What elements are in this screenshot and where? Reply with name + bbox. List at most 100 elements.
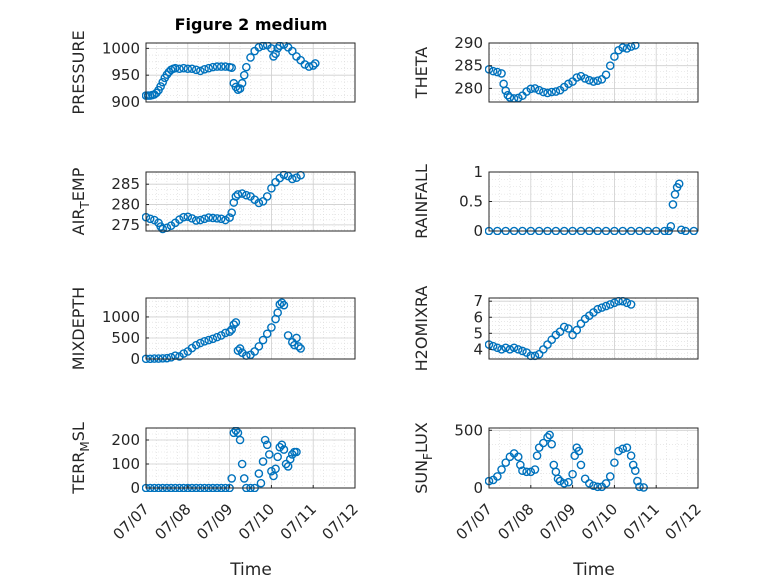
y-tick-label: 100 (111, 455, 140, 473)
data-point (175, 215, 184, 224)
data-point (501, 86, 511, 95)
data-point (275, 300, 285, 309)
data-point (526, 84, 536, 94)
data-point (568, 469, 577, 479)
data-point (200, 214, 209, 224)
data-point (267, 183, 276, 193)
data-point (493, 67, 502, 77)
data-point (534, 85, 544, 95)
data-point (237, 459, 247, 469)
data-point (187, 214, 197, 223)
data-point (551, 87, 561, 96)
data-point (585, 479, 594, 488)
data-point (539, 87, 548, 97)
data-point (262, 192, 272, 201)
data-point (246, 53, 255, 62)
data-point (530, 84, 540, 93)
data-point (231, 427, 241, 435)
data-point (166, 353, 176, 362)
data-point (212, 62, 222, 71)
data-point (179, 212, 188, 222)
data-point (271, 177, 280, 187)
data-point (576, 460, 586, 470)
marker-series (142, 42, 320, 100)
data-point (275, 442, 285, 452)
data-point (576, 71, 586, 81)
y-tick-label: 1 (473, 163, 483, 181)
data-point (555, 327, 565, 337)
marker-series (142, 427, 301, 492)
data-point (605, 472, 615, 481)
data-point (488, 66, 498, 76)
x-tick-label: 07/10 (578, 500, 621, 543)
y-axis-label: PRESSURE (69, 30, 88, 114)
data-point (626, 451, 636, 460)
data-point (564, 324, 573, 333)
data-point (513, 345, 523, 354)
data-point (597, 303, 607, 312)
data-point (674, 179, 684, 189)
data-point (622, 298, 632, 308)
y-tick-label: 1000 (102, 308, 140, 326)
data-point (501, 343, 511, 353)
data-point (633, 476, 642, 486)
data-point (505, 345, 515, 354)
data-point (179, 349, 188, 358)
y-tick-label: 0.5 (459, 193, 483, 211)
data-point (208, 213, 218, 223)
x-tick-label: 07/09 (536, 500, 579, 543)
x-axis-label-left: Time (229, 560, 272, 580)
data-point (614, 446, 623, 456)
data-point (227, 325, 236, 334)
data-point (229, 428, 239, 438)
y-tick-label: 0 (130, 479, 140, 497)
x-tick-label: 07/09 (193, 500, 236, 543)
y-axis-label: SUNFLUX (412, 422, 435, 494)
data-point (254, 198, 264, 208)
data-point (221, 62, 230, 71)
data-point (254, 342, 264, 351)
y-axis-label: H2OMIXRA (412, 286, 431, 372)
marker-series (485, 297, 636, 361)
data-point (156, 82, 165, 91)
data-point (242, 190, 251, 200)
data-point (574, 446, 584, 456)
data-point (610, 458, 619, 467)
data-point (191, 65, 201, 75)
y-tick-label: 280 (111, 196, 140, 214)
data-point (175, 64, 184, 74)
theta-chart: 280 285 290 THETA (412, 34, 699, 103)
data-point (539, 345, 548, 354)
data-point (610, 298, 619, 308)
data-point (292, 447, 301, 457)
data-point (593, 304, 602, 314)
data-point (530, 465, 540, 474)
data-point (585, 75, 594, 85)
data-point (279, 171, 289, 180)
data-point (292, 173, 301, 182)
x-tick-label: 07/11 (620, 500, 663, 543)
data-point (216, 214, 226, 224)
data-point (287, 174, 297, 184)
data-point (605, 61, 615, 70)
x-tick-label: 07/10 (235, 500, 278, 543)
data-point (145, 214, 155, 224)
data-point (497, 465, 506, 474)
data-point (666, 221, 676, 231)
data-point (158, 354, 168, 363)
data-point (310, 59, 320, 68)
data-point (526, 467, 536, 477)
data-point (235, 84, 245, 93)
y-tick-label: 290 (454, 34, 483, 52)
y-tick-label: 280 (454, 79, 483, 97)
data-point (258, 196, 268, 206)
data-point (216, 62, 226, 71)
data-point (183, 212, 193, 222)
data-point (237, 189, 247, 198)
data-point (225, 213, 234, 222)
data-point (237, 78, 247, 88)
data-point (601, 70, 611, 80)
data-point (233, 190, 243, 199)
data-point (668, 200, 678, 209)
y-tick-label: 275 (111, 216, 140, 234)
